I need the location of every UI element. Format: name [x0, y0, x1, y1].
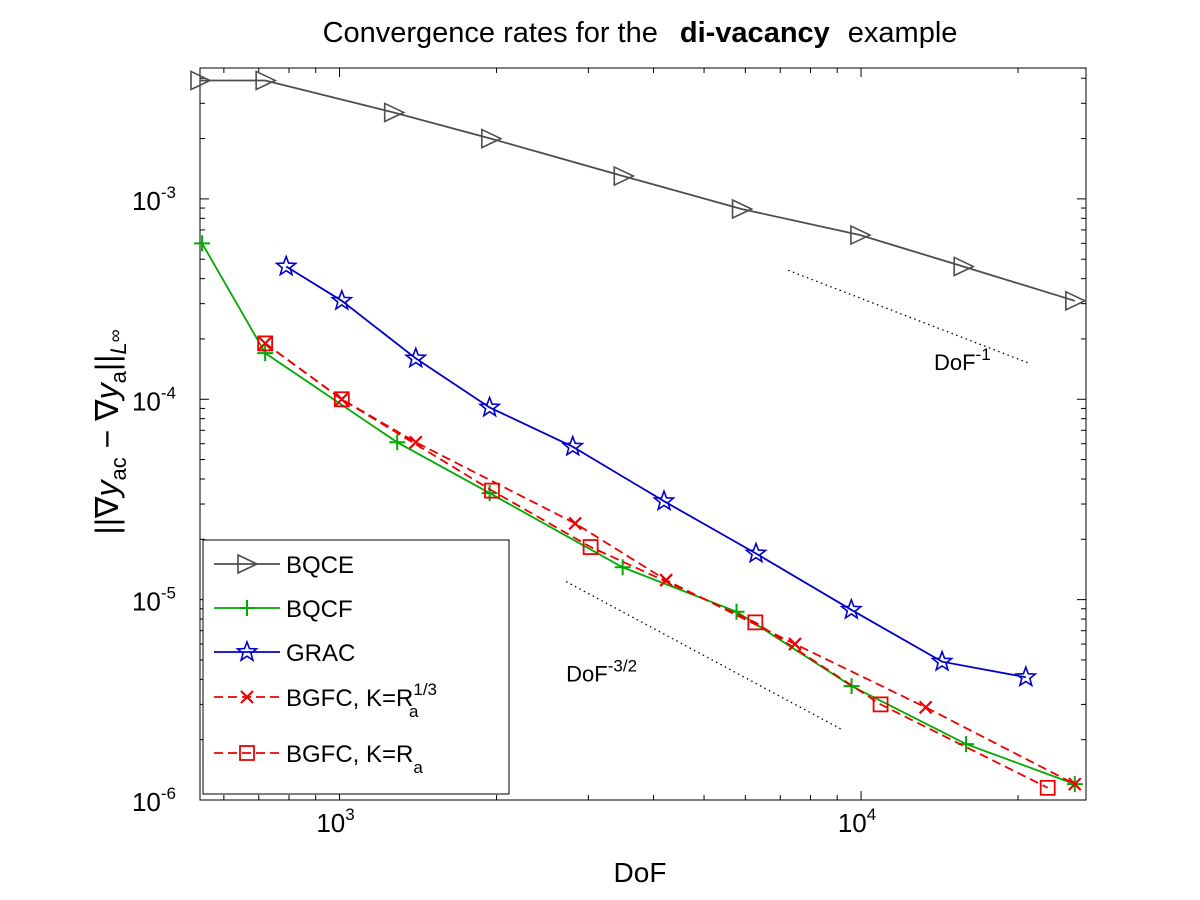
legend-label: BQCE [286, 552, 354, 579]
data-point-star [274, 254, 298, 277]
x-tick-label: 104 [838, 805, 876, 838]
data-point-square [582, 539, 599, 555]
data-point-plus [239, 600, 255, 616]
legend-label: GRAC [286, 640, 355, 667]
data-point-x [1068, 777, 1082, 791]
axis-ticks: 103 104 10-6 10-5 10-4 10-3 [132, 68, 1086, 838]
data-point-triangle [613, 165, 636, 187]
data-point-triangle [850, 224, 872, 246]
series-line [264, 342, 1049, 789]
data-point-square [484, 482, 500, 499]
data-point-triangle [190, 70, 212, 91]
data-point-triangle [953, 256, 976, 277]
series-line [264, 342, 1076, 785]
data-point-triangle [481, 128, 503, 149]
data-point-star [930, 649, 954, 672]
data-point-star [561, 434, 585, 457]
data-point-star [330, 288, 354, 311]
series-line [200, 79, 1076, 302]
reference-line-label: DoF-1 [934, 345, 991, 375]
y-axis-label: ||∇yac − ∇ya||L∞ [89, 329, 131, 534]
y-tick-label: 10-3 [132, 183, 176, 216]
data-point-x [918, 700, 933, 715]
y-axis-label-norm-open: ||∇ [89, 496, 125, 535]
data-point-square [747, 614, 764, 631]
legend-label: BGFC, K=R1/3 a [286, 680, 437, 721]
chart-title-bold: di-vacancy [680, 17, 830, 49]
data-point-triangle [731, 198, 754, 220]
series-line [285, 265, 1026, 679]
data-point-star [235, 639, 259, 662]
data-point-triangle [383, 102, 406, 123]
data-point-square [239, 745, 255, 761]
y-axis-label-norm-close: || [89, 355, 125, 372]
legend-label: BQCF [286, 596, 353, 623]
legend-label: BGFC, K=Ra [286, 741, 423, 777]
data-point-triangle [255, 70, 278, 91]
y-axis-label-L: L [106, 342, 131, 354]
data-point-triangle [1065, 290, 1087, 312]
data-point-x [258, 336, 272, 351]
data-point-square [333, 391, 350, 408]
data-point-plus [257, 345, 274, 362]
data-point-plus [389, 434, 406, 451]
y-axis-label-ac: ac [106, 457, 131, 480]
data-point-star [744, 541, 768, 564]
reference-lines: DoF-1 DoF-3/2 [565, 269, 1029, 731]
data-point-triangle [237, 553, 259, 575]
chart-title-suffix: example [848, 17, 958, 49]
data-point-x [240, 690, 254, 704]
data-point-star [1014, 664, 1038, 688]
y-axis-label-a: a [106, 370, 131, 383]
data-point-star [477, 395, 502, 418]
series-bqce-0 [190, 70, 1087, 312]
y-axis-label-text: ||∇yac − ∇ya||L∞ [89, 329, 131, 534]
data-point-star [839, 597, 863, 620]
y-tick-label: 10-6 [132, 784, 176, 817]
data-series [190, 70, 1087, 796]
legend: BQCE BQCF GRAC BGFC, K=R1/3 a BGFC, K=Ra [202, 539, 510, 795]
y-axis-label-y1: y [89, 479, 125, 499]
x-axis-label: DoF [614, 857, 667, 888]
y-axis-label-minus: − ∇ [89, 399, 125, 457]
series-bqcf-1 [194, 235, 1083, 793]
data-point-square [872, 696, 889, 713]
data-point-plus [614, 559, 631, 576]
chart-title-prefix: Convergence rates for the [323, 17, 658, 49]
chart-title: Convergence rates for the di-vacancy examp… [323, 17, 958, 49]
y-axis-label-inf: ∞ [105, 329, 125, 342]
y-tick-label: 10-5 [132, 584, 176, 617]
data-point-square [257, 335, 274, 352]
data-point-x [788, 637, 802, 651]
series-bgfc-k-r-3 [258, 336, 1082, 791]
data-point-star [404, 346, 428, 369]
data-point-x [659, 573, 673, 587]
reference-line [565, 581, 842, 731]
data-point-x [568, 516, 582, 531]
reference-line-label: DoF-3/2 [566, 657, 637, 687]
data-point-square [1039, 779, 1056, 796]
data-point-x [335, 392, 349, 407]
data-point-plus [194, 235, 211, 252]
series-bgfc-k-r-4 [257, 335, 1056, 796]
x-tick-label: 103 [316, 805, 354, 838]
y-tick-label: 10-4 [132, 383, 176, 416]
series-grac-2 [274, 254, 1038, 688]
data-point-star [652, 488, 676, 512]
y-axis-label-y2: y [89, 381, 125, 401]
